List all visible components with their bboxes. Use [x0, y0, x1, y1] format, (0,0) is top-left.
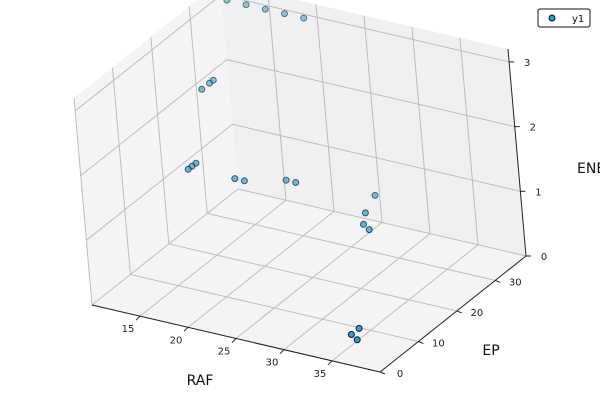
y-grid-left	[111, 67, 131, 275]
x-tick-label: 30	[266, 358, 279, 369]
data-point	[198, 85, 206, 93]
x-grid-floor	[187, 210, 335, 328]
y-grid-left	[73, 97, 93, 306]
x-tick-mark	[183, 326, 189, 332]
y-grid-floor	[168, 243, 457, 312]
data-point	[292, 179, 300, 186]
x-tick-label: 15	[122, 324, 135, 335]
data-point	[300, 14, 308, 22]
legend: y1	[537, 8, 591, 28]
x-grid-back	[363, 15, 383, 223]
data-point	[371, 191, 379, 199]
x-grid-back	[315, 4, 335, 212]
data-point	[184, 165, 192, 173]
z-grid-back	[226, 59, 515, 128]
legend-box	[537, 8, 591, 28]
y-axis-label: EP	[482, 343, 499, 359]
y-tick-mark	[495, 279, 501, 283]
data-point	[261, 5, 269, 13]
data-point	[355, 324, 363, 332]
data-point	[353, 336, 361, 344]
data-point	[360, 220, 367, 228]
data-point	[347, 331, 355, 338]
z-grid-left	[86, 123, 233, 241]
data-point	[281, 10, 288, 18]
legend-marker	[548, 14, 556, 22]
z-tick-label: 2	[530, 123, 536, 134]
data-point	[365, 226, 373, 234]
data-point	[361, 209, 369, 217]
legend-label: y1	[572, 14, 584, 25]
y-tick-label: 30	[509, 277, 522, 288]
data-points	[184, 0, 379, 344]
data-point	[282, 176, 290, 184]
data-point	[206, 79, 213, 87]
tick-labels: 15 20 25 30 35 0 10 20 30 0 1 2 3	[122, 58, 548, 380]
z-axis-line	[507, 48, 527, 257]
x-tick-label: 25	[218, 347, 231, 358]
x-tick-label: 35	[314, 369, 327, 380]
grid-lines	[73, 0, 527, 373]
x-tick-mark	[327, 360, 333, 366]
z-tick-label: 1	[535, 187, 541, 198]
y-grid-left	[150, 36, 170, 244]
data-point	[223, 0, 231, 4]
z-tick-label: 0	[541, 252, 547, 263]
y-tick-label: 10	[432, 338, 445, 349]
data-point	[242, 1, 250, 9]
x-grid-floor	[235, 222, 383, 339]
x-tick-mark	[231, 338, 237, 343]
x-grid-back	[411, 26, 431, 234]
y-axis-line	[379, 255, 527, 373]
z-grid-left	[80, 59, 228, 177]
z-grid-back	[232, 123, 521, 192]
z-axis-label: ENE	[577, 161, 600, 177]
x-axis-label: RAF	[187, 373, 214, 389]
data-point	[231, 175, 239, 183]
left-wall-pane	[74, 0, 238, 305]
x-grid-floor	[139, 199, 287, 317]
x-tick-label: 20	[170, 335, 183, 346]
z-grid-left	[91, 188, 239, 306]
y-tick-mark	[418, 341, 424, 344]
x-tick-mark	[135, 315, 141, 321]
x-grid-back	[459, 37, 479, 245]
x-tick-mark	[279, 349, 285, 355]
z-grid-back	[240, 0, 510, 63]
y-tick-mark	[379, 371, 386, 375]
x-grid-back	[268, 0, 287, 201]
z-grid-back	[237, 188, 527, 257]
y-tick-mark	[456, 310, 463, 314]
y-grid-left	[188, 6, 208, 214]
z-tick-label: 3	[524, 58, 530, 69]
data-point	[240, 177, 248, 185]
y-grid-floor	[130, 273, 419, 342]
z-grid-left	[74, 0, 216, 112]
x-grid-floor	[283, 233, 431, 351]
y-tick-label: 0	[397, 369, 403, 380]
y-grid-floor	[207, 212, 496, 281]
y-tick-label: 20	[470, 308, 483, 319]
